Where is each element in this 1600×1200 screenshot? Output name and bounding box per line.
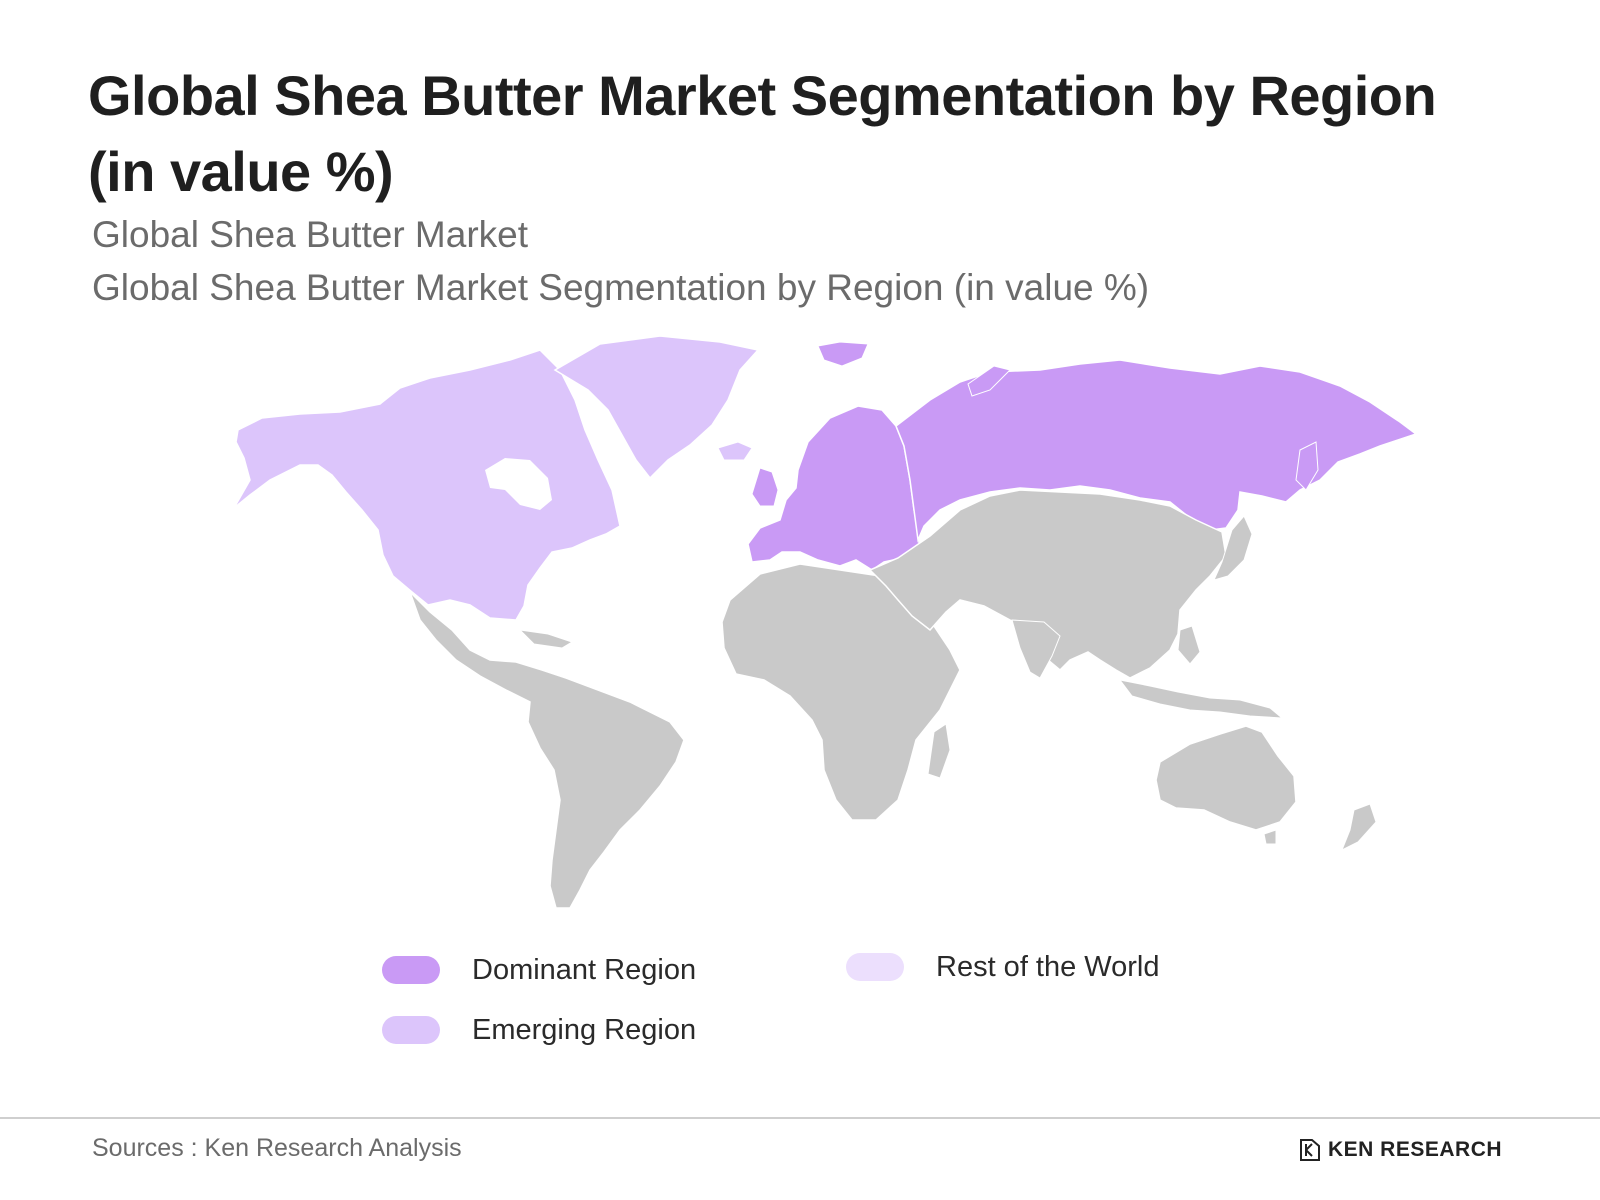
legend-label-dominant: Dominant Region	[472, 953, 697, 986]
region-india	[1011, 619, 1061, 679]
ken-research-logo: KEN RESEARCH	[1298, 1138, 1502, 1162]
subtitle-segmentation: Global Shea Butter Market Segmentation b…	[92, 267, 1150, 308]
legend-swatch-dominant	[382, 956, 440, 984]
region-tasmania	[1263, 829, 1277, 845]
region-asia	[868, 489, 1227, 679]
region-north-america	[233, 349, 621, 621]
region-philippines	[1177, 625, 1201, 665]
region-latin-america	[409, 591, 685, 909]
region-japan	[1213, 515, 1253, 581]
source-note: Sources : Ken Research Analysis	[92, 1134, 462, 1162]
ken-research-logo-text: KEN RESEARCH	[1328, 1138, 1503, 1161]
legend-label-emerging: Emerging Region	[472, 1013, 697, 1046]
region-svalbard	[817, 341, 869, 367]
footer-divider	[0, 1117, 1600, 1119]
legend-item-dominant: Dominant Region	[382, 950, 696, 990]
legend-item-emerging: Emerging Region	[382, 1010, 696, 1050]
region-uk	[751, 467, 779, 507]
legend-swatch-rest	[846, 953, 904, 981]
hudson-bay	[485, 458, 552, 510]
world-map	[0, 330, 1600, 940]
region-kamchatka	[1295, 441, 1319, 491]
region-novaya-zemlya	[967, 365, 1011, 397]
region-greenland	[553, 335, 760, 480]
region-australia	[1155, 725, 1297, 831]
region-caribbean	[518, 629, 574, 649]
region-iceland	[717, 441, 753, 461]
region-se-asia-islands	[1118, 679, 1284, 719]
region-madagascar	[927, 723, 951, 779]
legend-item-rest: Rest of the World	[846, 947, 1160, 987]
region-russia	[895, 359, 1418, 543]
ken-research-logo-icon	[1300, 1139, 1320, 1161]
page-title: Global Shea Butter Market Segmentation b…	[88, 64, 1437, 203]
legend-label-rest: Rest of the World	[936, 950, 1160, 983]
subtitle-market: Global Shea Butter Market	[92, 214, 528, 255]
region-new-zealand	[1341, 803, 1377, 852]
legend-swatch-emerging	[382, 1016, 440, 1044]
